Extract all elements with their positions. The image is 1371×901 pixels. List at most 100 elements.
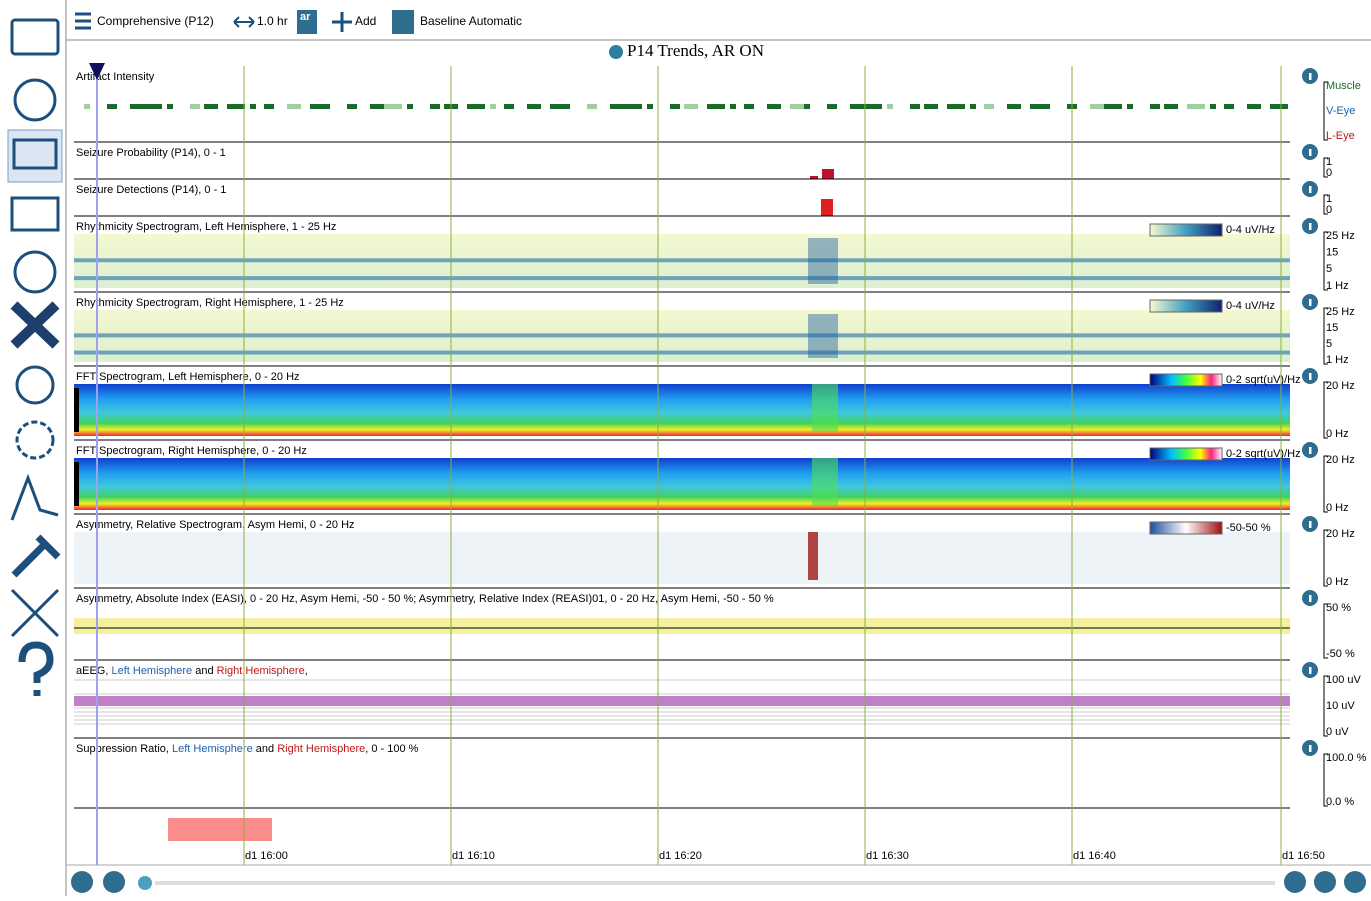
rhythm-event	[808, 314, 838, 358]
panel-title: Rhythmicity Spectrogram, Right Hemispher…	[76, 297, 344, 309]
artifact-mark	[707, 104, 725, 109]
axis-label: 15	[1326, 247, 1338, 259]
time-label: d1 16:20	[659, 850, 702, 862]
time-label: d1 16:40	[1073, 850, 1116, 862]
ar-label[interactable]: ar	[300, 11, 311, 23]
artifact-mark	[287, 104, 301, 109]
info-glyph	[1309, 149, 1312, 156]
artifact-mark	[347, 104, 357, 109]
artifact-mark	[1090, 104, 1104, 109]
event-marker	[168, 818, 272, 841]
title-part: , 0 - 100 %	[365, 743, 418, 755]
axis-label: 0 uV	[1326, 726, 1349, 738]
scroll-track[interactable]	[155, 881, 1275, 885]
axis-label: 5	[1326, 338, 1332, 350]
color-scale-label: -50-50 %	[1226, 522, 1271, 534]
artifact-mark	[670, 104, 680, 109]
title-part: Suppression Ratio,	[76, 743, 172, 755]
axis-label: L-Eye	[1326, 130, 1355, 142]
artifact-mark	[370, 104, 384, 109]
artifact-mark	[84, 104, 90, 109]
artifact-mark	[250, 104, 256, 109]
asym-bg	[74, 532, 1290, 584]
axis-label: 25 Hz	[1326, 306, 1355, 318]
artifact-mark	[587, 104, 597, 109]
axis-label: 0 Hz	[1326, 502, 1349, 514]
trends-window: Comprehensive (P12) 1.0 hr ar Add Baseli…	[0, 0, 1371, 896]
baseline-icon[interactable]	[392, 10, 414, 34]
axis-label: 15	[1326, 322, 1338, 334]
baseline-select[interactable]: Baseline Automatic	[420, 14, 522, 28]
artifact-mark	[204, 104, 218, 109]
panel-title: Seizure Detections (P14), 0 - 1	[76, 184, 226, 196]
scroll-thumb[interactable]	[138, 876, 152, 890]
info-glyph	[1309, 186, 1312, 193]
add-button[interactable]: Add	[355, 14, 376, 28]
first-button[interactable]	[71, 871, 93, 893]
color-scale	[1150, 300, 1222, 312]
title-part: Right Hemisphere	[217, 665, 305, 677]
title-part: Left Hemisphere	[111, 665, 192, 677]
aeeg-band	[74, 696, 1290, 706]
axis-label: 20 Hz	[1326, 528, 1355, 540]
rhythm-band	[74, 276, 1290, 280]
artifact-mark	[1164, 104, 1178, 109]
artifact-mark	[1104, 104, 1122, 109]
axis-label: -50 %	[1326, 648, 1355, 660]
axis-label: Muscle	[1326, 80, 1361, 92]
live-button[interactable]	[1344, 871, 1366, 893]
next-button[interactable]	[1284, 871, 1306, 893]
trends-icon-bg[interactable]	[8, 130, 62, 182]
duration-icon[interactable]	[234, 17, 254, 27]
artifact-mark	[827, 104, 837, 109]
rhythm-band	[74, 258, 1290, 262]
asym-index-band	[74, 618, 1290, 634]
seizure-det-mark	[821, 199, 833, 216]
info-glyph	[1309, 521, 1312, 528]
color-scale	[1150, 374, 1222, 386]
last-button[interactable]	[1314, 871, 1336, 893]
montage-icon[interactable]	[75, 14, 91, 28]
artifact-mark	[1210, 104, 1216, 109]
panel-title: Rhythmicity Spectrogram, Left Hemisphere…	[76, 221, 336, 233]
title-part: Right Hemisphere	[277, 743, 365, 755]
artifact-mark	[1127, 104, 1133, 109]
artifact-mark	[527, 104, 541, 109]
time-label: d1 16:00	[245, 850, 288, 862]
artifact-mark	[490, 104, 496, 109]
panel-title: Asymmetry, Relative Spectrogram, Asym He…	[76, 519, 355, 531]
artifact-mark	[730, 104, 736, 109]
artifact-mark	[684, 104, 698, 109]
axis-label: 1 Hz	[1326, 354, 1349, 366]
artifact-mark	[190, 104, 200, 109]
add-icon[interactable]	[332, 12, 352, 32]
artifact-mark	[1044, 104, 1050, 109]
info-glyph	[1309, 299, 1312, 306]
color-scale	[1150, 448, 1222, 460]
prev-button[interactable]	[103, 871, 125, 893]
seizure-prob-mark	[822, 169, 834, 179]
info-glyph	[1309, 595, 1312, 602]
axis-label: V-Eye	[1326, 105, 1355, 117]
artifact-mark	[910, 104, 920, 109]
time-label: d1 16:10	[452, 850, 495, 862]
artifact-mark	[1007, 104, 1021, 109]
fft-event	[812, 384, 838, 432]
artifact-mark	[1247, 104, 1261, 109]
title-part: and	[253, 743, 277, 755]
artifact-mark	[227, 104, 245, 109]
artifact-mark	[887, 104, 893, 109]
montage-select[interactable]: Comprehensive (P12)	[97, 14, 214, 28]
color-scale	[1150, 224, 1222, 236]
rhythm-band	[74, 333, 1290, 337]
info-glyph	[1309, 667, 1312, 674]
axis-label: 100 uV	[1326, 674, 1362, 686]
axis-label: 100.0 %	[1326, 752, 1367, 764]
artifact-mark	[130, 104, 144, 109]
title-part: and	[192, 665, 216, 677]
duration-select[interactable]: 1.0 hr	[257, 14, 288, 28]
fft-edge	[74, 462, 79, 506]
color-scale-label: 0-2 sqrt(uV)/Hz	[1226, 448, 1301, 460]
rhythm-band	[74, 351, 1290, 355]
fft-bg	[74, 458, 1290, 510]
